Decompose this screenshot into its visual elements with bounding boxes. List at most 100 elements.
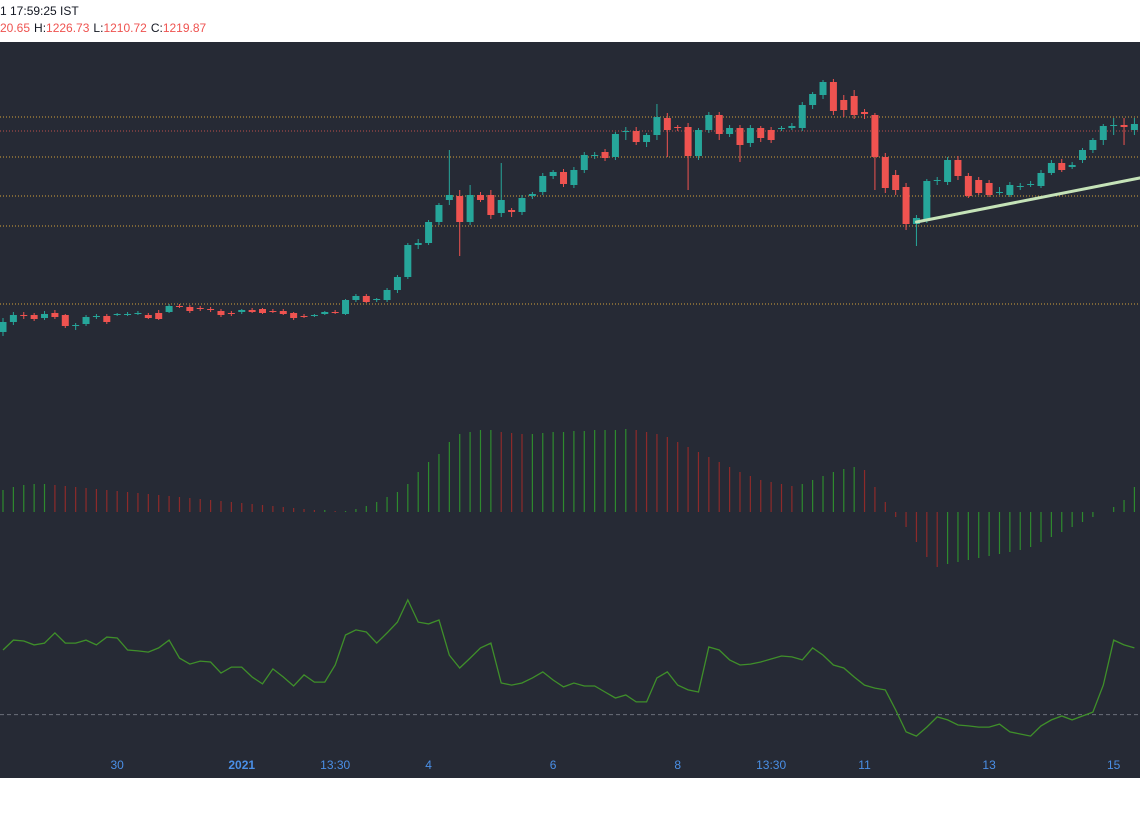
datetime: 1 17:59:25 IST: [0, 4, 79, 18]
close-label: C:: [151, 21, 163, 35]
high-value: 1226.73: [46, 21, 90, 35]
candle-body: [425, 222, 433, 243]
candle-body: [850, 96, 858, 115]
candle-body: [165, 306, 173, 312]
candle-body: [601, 152, 609, 158]
candle-body: [944, 160, 952, 182]
candle-body: [549, 172, 557, 176]
candle-body: [819, 82, 827, 95]
candle-body: [674, 127, 682, 128]
candle-body: [290, 313, 298, 318]
candle-body: [715, 115, 723, 134]
candle-body: [767, 130, 775, 140]
candle-body: [622, 131, 630, 132]
candle-body: [954, 160, 962, 176]
candle-body: [694, 130, 702, 156]
candle-body: [383, 290, 391, 300]
candle-body: [1089, 140, 1097, 150]
candle-body: [342, 300, 350, 314]
candle-body: [186, 307, 194, 311]
candle-body: [632, 131, 640, 142]
candle-body: [653, 117, 661, 135]
candle-body: [1068, 165, 1076, 167]
candle-body: [902, 187, 910, 224]
candle-body: [1027, 184, 1035, 185]
time-label: 13: [982, 758, 996, 772]
candle-body: [134, 313, 142, 314]
candle-body: [570, 170, 578, 185]
candle-body: [41, 314, 49, 318]
time-label: 13:30: [756, 758, 786, 772]
candle-body: [0, 322, 7, 332]
candle-body: [310, 315, 318, 316]
candle-body: [269, 311, 277, 312]
candle-body: [72, 325, 80, 326]
candle-body: [352, 296, 360, 300]
candle-body: [1037, 173, 1045, 186]
candle-body: [279, 311, 287, 314]
candle-body: [414, 243, 422, 245]
candle-body: [300, 316, 308, 317]
candle-body: [736, 128, 744, 145]
candle-body: [1058, 163, 1066, 170]
candle-body: [508, 210, 516, 212]
candle-body: [611, 134, 619, 157]
candle-body: [757, 128, 765, 138]
candle-body: [726, 128, 734, 134]
candle-body: [456, 196, 464, 222]
candle-body: [238, 310, 246, 312]
candle-body: [746, 128, 754, 143]
candle-body: [1130, 124, 1138, 130]
candle-body: [923, 181, 931, 220]
candle-body: [643, 135, 651, 142]
candle-body: [124, 314, 132, 315]
candle-body: [82, 317, 90, 324]
time-label: 6: [550, 758, 557, 772]
candle-body: [227, 313, 235, 314]
candle-body: [30, 315, 38, 319]
candle-body: [466, 195, 474, 222]
candle-body: [663, 118, 671, 130]
candle-body: [487, 195, 495, 215]
candle-body: [155, 313, 163, 319]
candle-body: [539, 176, 547, 192]
time-label: 13:30: [320, 758, 350, 772]
candle-body: [861, 112, 869, 114]
candle-body: [103, 316, 111, 322]
candle-body: [798, 105, 806, 128]
candle-body: [809, 94, 817, 105]
candle-body: [1006, 185, 1014, 195]
chart-area: [0, 42, 1140, 778]
candle-body: [964, 176, 972, 196]
candle-body: [20, 315, 28, 316]
candle-body: [1099, 126, 1107, 140]
time-label: 11: [858, 758, 871, 772]
candle-body: [560, 172, 568, 184]
candle-body: [9, 315, 17, 322]
candle-body: [321, 312, 329, 314]
candle-body: [362, 296, 370, 302]
candle-body: [92, 316, 100, 317]
candle-body: [61, 315, 69, 326]
high-label: H:: [34, 21, 46, 35]
indicator-line: [2, 598, 1135, 737]
candle-body: [580, 155, 588, 170]
candle-body: [476, 195, 484, 200]
candle-body: [840, 100, 848, 110]
candle-body: [393, 277, 401, 290]
open-value: 20.65: [0, 21, 30, 35]
candle-body: [217, 311, 225, 315]
candle-body: [1110, 125, 1118, 126]
candle-body: [705, 115, 713, 130]
candle-body: [113, 314, 121, 315]
trend-line: [914, 176, 1140, 224]
candle-body: [933, 180, 941, 181]
candle-body: [175, 306, 183, 307]
time-label: 2021: [228, 758, 255, 772]
candle-body: [404, 245, 412, 277]
candle-body: [985, 183, 993, 195]
candle-body: [518, 198, 526, 212]
low-label: L:: [93, 21, 103, 35]
close-value: 1219.87: [163, 21, 207, 35]
